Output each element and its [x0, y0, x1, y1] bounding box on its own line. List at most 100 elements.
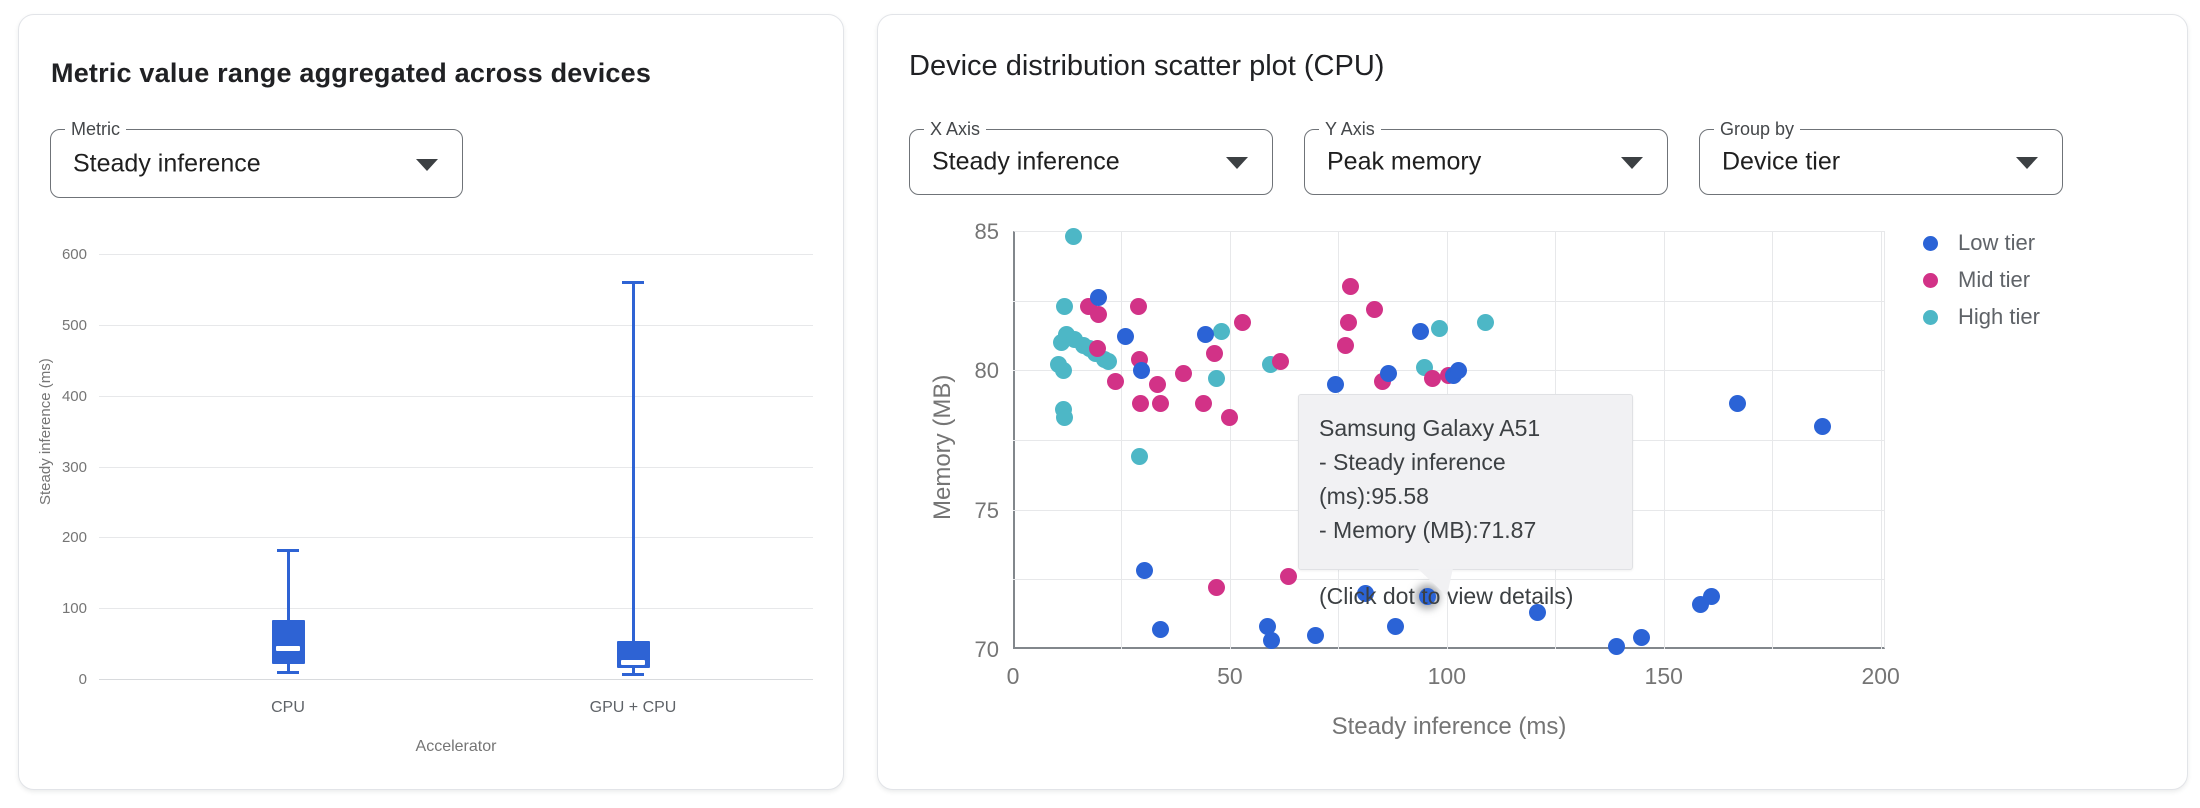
- scatter-point[interactable]: [1702, 587, 1720, 605]
- x-axis-select-value: Steady inference: [932, 147, 1120, 176]
- scatter-point[interactable]: [1196, 325, 1214, 343]
- metric-select-value: Steady inference: [73, 149, 261, 177]
- scatter-point[interactable]: [1387, 618, 1405, 636]
- whisker-cap-min: [277, 671, 299, 675]
- scatter-point[interactable]: [1279, 568, 1297, 586]
- scatter-panel: Device distribution scatter plot (CPU) X…: [877, 14, 2188, 790]
- scatter-point[interactable]: [1379, 364, 1397, 382]
- y-tick-label: 0: [78, 671, 87, 688]
- y-tick-label: 200: [61, 529, 87, 547]
- scatter-point[interactable]: [1342, 278, 1360, 296]
- scatter-point[interactable]: [1357, 584, 1375, 602]
- scatter-point[interactable]: [1212, 322, 1230, 340]
- scatter-point[interactable]: [1055, 409, 1073, 427]
- x-axis-select[interactable]: X Axis Steady inference: [909, 119, 1273, 195]
- legend-label: Low tier: [1958, 230, 2036, 255]
- legend-item[interactable]: Mid tier: [1923, 263, 2030, 297]
- scatter-point[interactable]: [1412, 322, 1430, 340]
- whisker-cap-min: [622, 672, 644, 676]
- legend-label: High tier: [1958, 304, 2040, 329]
- y-tick-label: 75: [974, 497, 999, 523]
- scatter-point[interactable]: [1088, 339, 1106, 357]
- scatter-point[interactable]: [1106, 372, 1124, 390]
- x-tick-label: 50: [1217, 663, 1243, 689]
- tooltip-caret: [1417, 568, 1453, 596]
- scatter-point[interactable]: [1271, 353, 1289, 371]
- scatter-point[interactable]: [1089, 289, 1107, 307]
- group-by-select-label: Group by: [1714, 119, 1801, 139]
- scatter-point[interactable]: [1529, 604, 1547, 622]
- scatter-point[interactable]: [1135, 562, 1153, 580]
- scatter-point[interactable]: [1205, 345, 1223, 363]
- scatter-point[interactable]: [1132, 361, 1150, 379]
- scatter-point[interactable]: [1258, 618, 1276, 636]
- scatter-point[interactable]: [1131, 448, 1149, 466]
- scatter-point[interactable]: [1055, 297, 1073, 315]
- scatter-point[interactable]: [1152, 620, 1169, 638]
- whisker-line: [631, 282, 635, 675]
- scatter-point[interactable]: [1099, 353, 1117, 371]
- scatter-point[interactable]: [1116, 328, 1134, 346]
- y-axis-select[interactable]: Y Axis Peak memory: [1304, 119, 1668, 195]
- scatter-point[interactable]: [1263, 632, 1281, 650]
- chevron-down-icon: [1621, 157, 1643, 169]
- scatter-point[interactable]: [1326, 375, 1344, 393]
- legend-dot: [1923, 309, 1938, 325]
- scatter-point[interactable]: [1336, 336, 1354, 354]
- boxplot-panel: Metric value range aggregated across dev…: [18, 14, 844, 790]
- scatter-point[interactable]: [1365, 300, 1383, 318]
- scatter-point[interactable]: [1633, 629, 1651, 647]
- legend-item[interactable]: Low tier: [1923, 226, 2035, 260]
- scatter-point[interactable]: [1208, 579, 1226, 597]
- scatter-point[interactable]: [1152, 395, 1169, 413]
- y-axis-select-label: Y Axis: [1319, 119, 1381, 139]
- group-by-select-value: Device tier: [1722, 147, 1841, 176]
- y-tick-label: 70: [974, 637, 999, 662]
- legend-item[interactable]: High tier: [1923, 300, 2040, 334]
- scatter-point[interactable]: [1054, 361, 1072, 379]
- scatter-point[interactable]: [1477, 314, 1495, 332]
- scatter-point[interactable]: [1065, 228, 1083, 246]
- boxplot-panel-title: Metric value range aggregated across dev…: [51, 58, 652, 88]
- tooltip-metric-x: - Steady inference (ms):95.58: [1319, 449, 1506, 509]
- tooltip-device-name: Samsung Galaxy A51: [1319, 415, 1541, 441]
- y-tick-label: 85: [974, 219, 999, 244]
- whisker-cap-max: [622, 280, 644, 284]
- metric-select-label: Metric: [65, 119, 126, 139]
- scatter-point[interactable]: [1728, 395, 1746, 413]
- median-line: [276, 646, 300, 652]
- tooltip-metric-y: - Memory (MB):71.87: [1319, 517, 1537, 543]
- whisker-cap-max: [277, 549, 299, 553]
- metric-select[interactable]: Metric Steady inference: [50, 119, 463, 198]
- scatter-point[interactable]: [1450, 361, 1468, 379]
- scatter-point[interactable]: [1306, 626, 1324, 644]
- y-tick-label: 80: [974, 358, 999, 384]
- scatter-point[interactable]: [1220, 409, 1238, 427]
- scatter-point[interactable]: [1207, 370, 1225, 388]
- scatter-point[interactable]: [1089, 306, 1107, 324]
- gridline: [99, 254, 813, 255]
- scatter-point[interactable]: [1424, 370, 1442, 388]
- scatter-point[interactable]: [1233, 314, 1251, 332]
- box[interactable]: [271, 620, 305, 665]
- tooltip: Samsung Galaxy A51 - Steady inference (m…: [1298, 394, 1633, 609]
- x-tick-label: 150: [1644, 663, 1683, 689]
- chevron-down-icon: [2016, 157, 2038, 169]
- scatter-point[interactable]: [1129, 297, 1147, 315]
- y-tick-label: 600: [61, 246, 87, 263]
- scatter-point[interactable]: [1431, 320, 1449, 338]
- tooltip-hint: (Click dot to view details): [1319, 583, 1574, 609]
- chevron-down-icon: [1226, 157, 1248, 169]
- scatter-point[interactable]: [1175, 364, 1193, 382]
- scatter-point[interactable]: [1814, 417, 1832, 435]
- scatter-x-axis-title: Steady inference (ms): [1331, 713, 1567, 740]
- scatter-point[interactable]: [1194, 395, 1212, 413]
- scatter-point[interactable]: [1339, 314, 1357, 332]
- gridline: [99, 466, 813, 468]
- scatter-point[interactable]: [1607, 637, 1625, 655]
- group-by-select[interactable]: Group by Device tier: [1699, 119, 2063, 195]
- scatter-point[interactable]: [1132, 395, 1150, 413]
- y-axis-select-value: Peak memory: [1327, 147, 1482, 176]
- scatter-point[interactable]: [1148, 375, 1166, 393]
- gridline: [99, 608, 813, 610]
